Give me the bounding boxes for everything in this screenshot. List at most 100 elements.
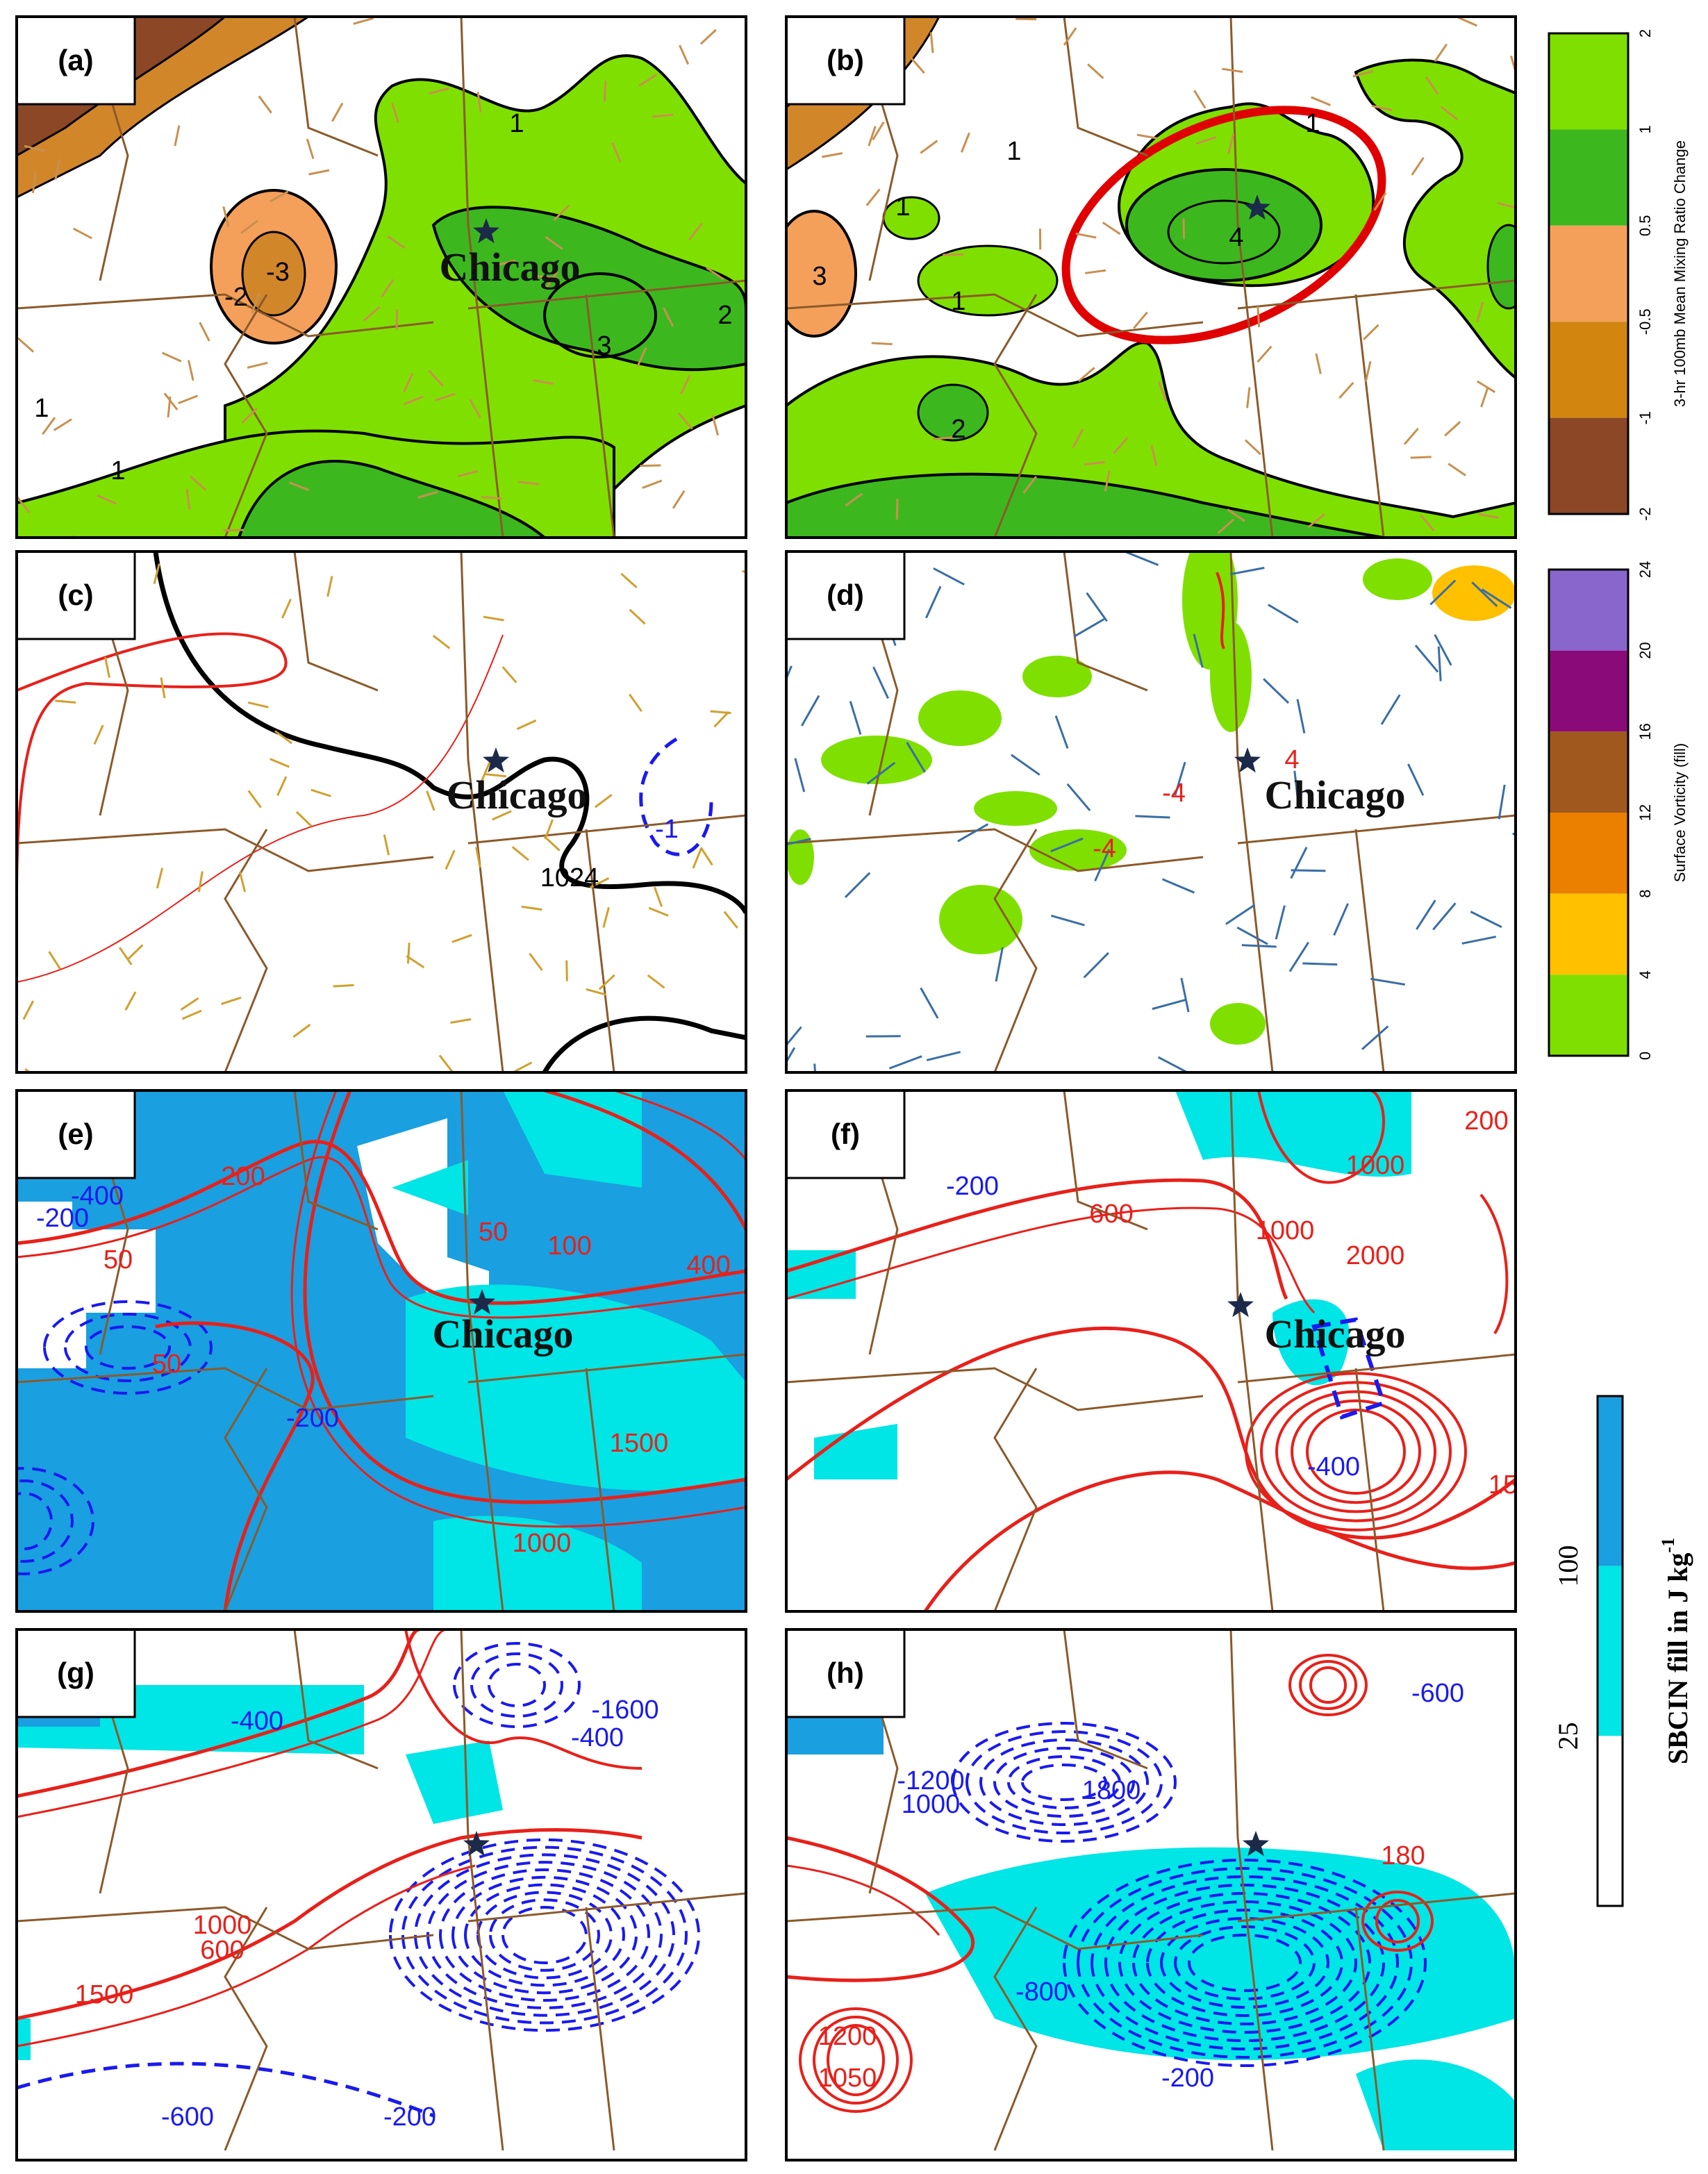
wind-barb bbox=[435, 392, 456, 401]
panel-frame bbox=[785, 1628, 1517, 2161]
state-border bbox=[1229, 17, 1274, 538]
wind-barb bbox=[197, 871, 204, 893]
map-field bbox=[1354, 58, 1516, 380]
wind-barb bbox=[1338, 381, 1354, 399]
map-field bbox=[1216, 572, 1225, 649]
contour-label: 3 bbox=[812, 262, 827, 291]
wind-barb bbox=[1257, 306, 1261, 328]
wind-barb bbox=[403, 372, 414, 393]
state-border bbox=[17, 1367, 434, 1411]
contour-label: -200 bbox=[946, 1172, 999, 1201]
wind-barb bbox=[925, 586, 942, 619]
map-field bbox=[237, 460, 547, 538]
wind-barb bbox=[679, 44, 690, 65]
wind-barb bbox=[240, 219, 259, 234]
map-background bbox=[17, 551, 746, 1072]
wind-barb bbox=[662, 307, 674, 327]
wind-barb bbox=[481, 496, 502, 500]
wind-barb bbox=[888, 1055, 922, 1070]
wind-barb bbox=[594, 794, 613, 808]
wind-barb bbox=[1193, 633, 1204, 668]
wind-barb bbox=[1290, 847, 1308, 879]
colorbar-tick-label: 12 bbox=[1636, 804, 1654, 821]
panel-frame bbox=[15, 550, 747, 1074]
wind-barb bbox=[872, 666, 889, 699]
state-border bbox=[585, 1368, 615, 1611]
contour-label: -400 bbox=[71, 1181, 124, 1211]
map-field bbox=[17, 2061, 434, 2118]
wind-barb bbox=[163, 392, 179, 410]
map-field bbox=[501, 1906, 588, 1964]
wind-barb bbox=[238, 871, 247, 893]
wind-barb bbox=[1410, 456, 1432, 459]
map-field bbox=[544, 1090, 746, 1231]
contour-label: -4 bbox=[1162, 779, 1186, 808]
colorbar-segment bbox=[1549, 731, 1628, 813]
wind-barb bbox=[55, 699, 76, 704]
colorbar-tick-label: -2 bbox=[1636, 507, 1654, 521]
map-field bbox=[1125, 168, 1323, 282]
wind-barb bbox=[1448, 463, 1466, 476]
wind-barb bbox=[406, 943, 411, 964]
map-field bbox=[1375, 1899, 1420, 1943]
wind-barb bbox=[1133, 311, 1148, 329]
map-field bbox=[17, 634, 504, 983]
wind-barb bbox=[1268, 604, 1299, 624]
colorbar-frame bbox=[1596, 1395, 1624, 1907]
map-field bbox=[42, 1300, 213, 1395]
map-field bbox=[1356, 2059, 1516, 2150]
wind-barb bbox=[544, 819, 554, 840]
wind-barb bbox=[403, 395, 424, 406]
map-field bbox=[1022, 656, 1092, 697]
contour-label: 15 bbox=[1489, 1470, 1518, 1500]
wind-barb bbox=[223, 529, 244, 532]
wind-barb bbox=[247, 790, 262, 808]
colorbar-tick-label: -0.5 bbox=[1636, 308, 1654, 335]
state-border bbox=[993, 1368, 1038, 1611]
wind-barb bbox=[1371, 104, 1393, 111]
wind-barb bbox=[909, 56, 925, 74]
wind-barb bbox=[640, 464, 661, 467]
wind-barb bbox=[281, 598, 292, 619]
map-field bbox=[786, 472, 1384, 538]
colorbar-tick-label: 24 bbox=[1636, 561, 1654, 578]
state-border bbox=[1354, 1368, 1385, 1611]
colorbar-segment bbox=[1549, 813, 1628, 894]
wind-barb bbox=[161, 351, 182, 363]
wind-barb bbox=[545, 235, 563, 250]
colorbar-segment bbox=[1549, 974, 1628, 1056]
state-border bbox=[460, 1629, 504, 2151]
wind-barb bbox=[247, 361, 268, 369]
state-border bbox=[224, 1907, 268, 2151]
wind-barb bbox=[537, 275, 558, 280]
wind-barb bbox=[920, 987, 939, 1019]
state-border bbox=[460, 17, 504, 538]
wind-barb bbox=[786, 838, 811, 846]
contour-label: 1 bbox=[1006, 137, 1021, 166]
wind-barb bbox=[516, 719, 537, 731]
wind-barb bbox=[638, 74, 658, 87]
state-border bbox=[585, 829, 615, 1072]
wind-barb bbox=[247, 701, 269, 708]
wind-barb bbox=[1293, 770, 1300, 806]
wind-barb bbox=[308, 169, 330, 176]
wind-barb bbox=[429, 87, 449, 95]
map-field bbox=[786, 1178, 1288, 1300]
wind-barb bbox=[849, 701, 862, 735]
city-label: Chicago bbox=[440, 244, 581, 290]
wind-barb bbox=[711, 415, 719, 436]
contour-label: 1 bbox=[509, 109, 524, 138]
wind-barb bbox=[432, 634, 451, 649]
map-field bbox=[1259, 1381, 1452, 1522]
map-field bbox=[404, 1629, 642, 1770]
wind-barb bbox=[1174, 761, 1186, 796]
contour-label: -1200 bbox=[897, 1766, 964, 1795]
panel-frame bbox=[15, 15, 747, 539]
map-field bbox=[1290, 1399, 1422, 1504]
state-border bbox=[224, 1368, 268, 1611]
wind-barb bbox=[269, 190, 289, 203]
contour-label: 50 bbox=[152, 1350, 181, 1379]
contour-label: 180 bbox=[1381, 1841, 1425, 1870]
map-field bbox=[1210, 621, 1252, 732]
map-field bbox=[17, 2018, 31, 2060]
